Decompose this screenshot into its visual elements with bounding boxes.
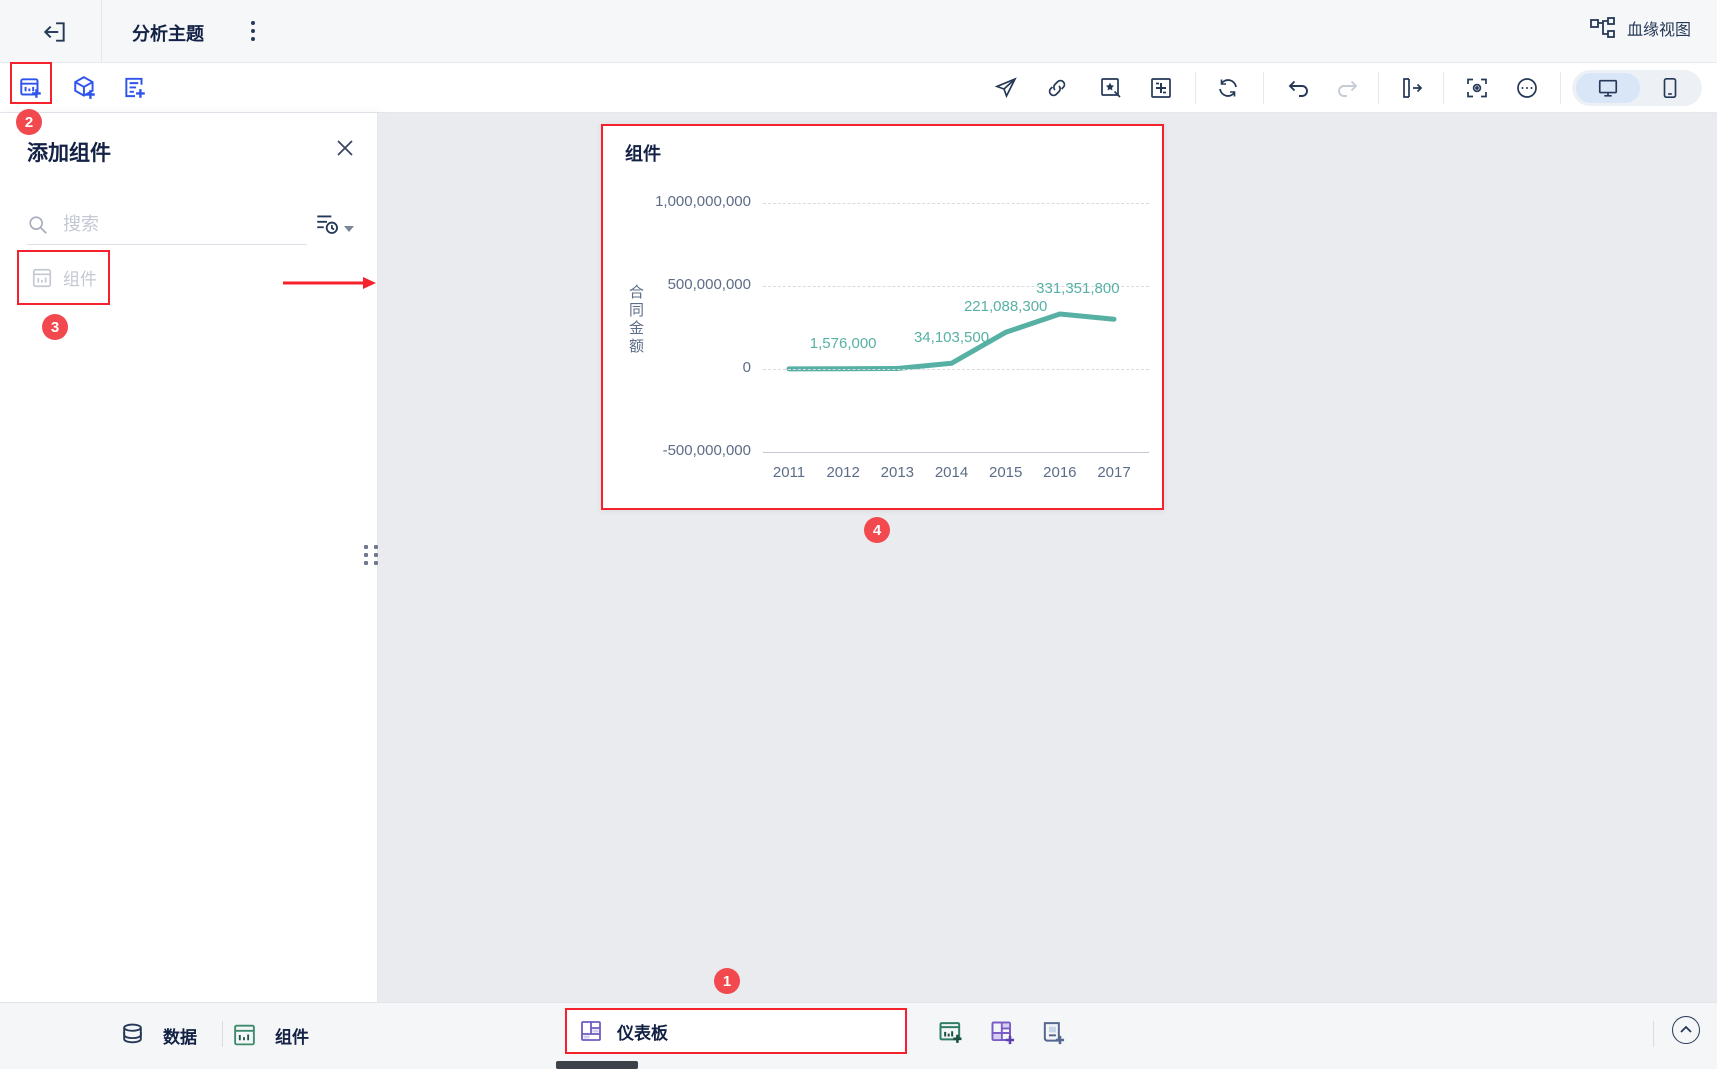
bottombar-divider: [222, 1021, 223, 1047]
gridline: [763, 369, 1149, 370]
page-title: 分析主题: [132, 24, 204, 44]
panel-resize-handle[interactable]: [364, 545, 384, 571]
mobile-icon: [1663, 78, 1677, 98]
data-label: 331,351,800: [1036, 279, 1120, 297]
close-icon[interactable]: [332, 135, 358, 161]
search-box: [27, 205, 307, 245]
x-tick-label: 2012: [826, 464, 860, 481]
collapse-panel-icon[interactable]: [1398, 74, 1426, 102]
toolbar-divider: [1378, 72, 1379, 104]
desktop-icon: [1598, 79, 1618, 97]
bottombar-divider: [1653, 1021, 1654, 1047]
database-icon: [123, 1023, 142, 1044]
redo-icon[interactable]: [1334, 74, 1362, 102]
add-report-doc-icon[interactable]: [1038, 1018, 1068, 1048]
lineage-label: 血缘视图: [1626, 22, 1691, 39]
tab-dashboard[interactable]: 仪表板: [565, 1008, 907, 1054]
tab-dashboard-label: 仪表板: [617, 1023, 668, 1043]
component-chart-icon: [32, 268, 52, 287]
data-label: 34,103,500: [913, 329, 990, 347]
panel-title: 添加组件: [27, 142, 111, 165]
search-icon: [29, 215, 47, 234]
annotation-badge-1: 1: [714, 968, 740, 994]
lineage-icon: [1590, 17, 1615, 38]
add-chart-icon[interactable]: [936, 1018, 966, 1048]
toolbar-divider: [1560, 72, 1561, 104]
x-tick-label: 2017: [1097, 464, 1131, 481]
gridline: [763, 452, 1149, 453]
publish-icon[interactable]: [992, 74, 1020, 102]
device-toggle: [1572, 70, 1702, 106]
dashboard-canvas[interactable]: 组件 合同金额 1,000,000,000 500,000,000 0 -500,00…: [378, 113, 1717, 1002]
chart-title: 组件: [625, 144, 661, 164]
add-component-panel: 添加组件 组件: [0, 113, 378, 1002]
x-tick-label: 2014: [934, 464, 969, 481]
x-tick-label: 2016: [1043, 464, 1077, 481]
history-filter-icon: [317, 215, 338, 234]
chevron-down-icon: [344, 226, 354, 232]
toolbar-divider: [1195, 72, 1196, 104]
back-icon[interactable]: [40, 18, 70, 46]
y-tick-label: -500,000,000: [662, 442, 751, 459]
link-icon[interactable]: [1043, 74, 1071, 102]
preview-icon[interactable]: [1463, 74, 1491, 102]
y-tick-label: 500,000,000: [667, 276, 751, 293]
tab-component[interactable]: 组件: [232, 1022, 309, 1048]
data-label: 221,088,300: [963, 298, 1048, 316]
gridline: [763, 286, 1149, 287]
more-options-icon[interactable]: [1513, 74, 1541, 102]
component-library-item[interactable]: 组件: [17, 250, 110, 305]
desktop-view-button[interactable]: [1576, 73, 1640, 103]
component-tab-icon: [234, 1024, 255, 1046]
chart-component[interactable]: 组件 合同金额 1,000,000,000 500,000,000 0 -500,00…: [601, 124, 1164, 510]
y-tick-label: 1,000,000,000: [655, 193, 751, 210]
x-tick-label: 2011: [772, 464, 806, 481]
annotation-badge-2: 2: [16, 109, 42, 135]
bottom-bar: 数据 组件 仪表板: [0, 1002, 1717, 1069]
toolbar: [0, 63, 1717, 113]
annotation-badge-4: 4: [864, 517, 890, 543]
y-tick-label: 0: [742, 359, 751, 376]
component-item-label: 组件: [63, 270, 97, 289]
annotation-arrow: [283, 277, 376, 289]
bottom-edge-artifact: [556, 1061, 638, 1069]
tab-component-label: 组件: [275, 1027, 309, 1047]
lineage-view-button[interactable]: 血缘视图: [1589, 16, 1691, 40]
x-tick-label: 2013: [880, 464, 915, 481]
annotation-badge-3: 3: [42, 314, 68, 340]
toolbar-divider: [1443, 72, 1444, 104]
x-tick-label: 2015: [988, 464, 1023, 481]
dashboard-icon: [581, 1021, 601, 1041]
sort-filter-button[interactable]: [314, 207, 358, 241]
add-component-icon[interactable]: [17, 74, 45, 102]
mobile-view-button[interactable]: [1642, 73, 1698, 103]
tab-data[interactable]: 数据: [120, 1022, 197, 1048]
toolbar-divider: [1263, 72, 1264, 104]
search-input[interactable]: [63, 214, 307, 235]
undo-icon[interactable]: [1284, 74, 1312, 102]
add-dashboard-icon[interactable]: [988, 1018, 1018, 1048]
data-label: 1,576,000: [809, 334, 877, 352]
tab-data-label: 数据: [163, 1027, 197, 1047]
add-dataset-icon[interactable]: [71, 74, 99, 102]
collapse-bar-icon[interactable]: [1672, 1016, 1700, 1044]
title-bar: 分析主题 血缘视图: [0, 0, 1717, 63]
y-axis-title: 合同金额: [627, 284, 644, 356]
gridline: [763, 203, 1149, 204]
beautify-icon[interactable]: [1097, 74, 1125, 102]
refresh-icon[interactable]: [1214, 74, 1242, 102]
more-menu-icon[interactable]: [240, 17, 266, 45]
titlebar-divider: [101, 0, 102, 62]
layout-icon[interactable]: [1147, 74, 1175, 102]
add-report-icon[interactable]: [121, 74, 149, 102]
